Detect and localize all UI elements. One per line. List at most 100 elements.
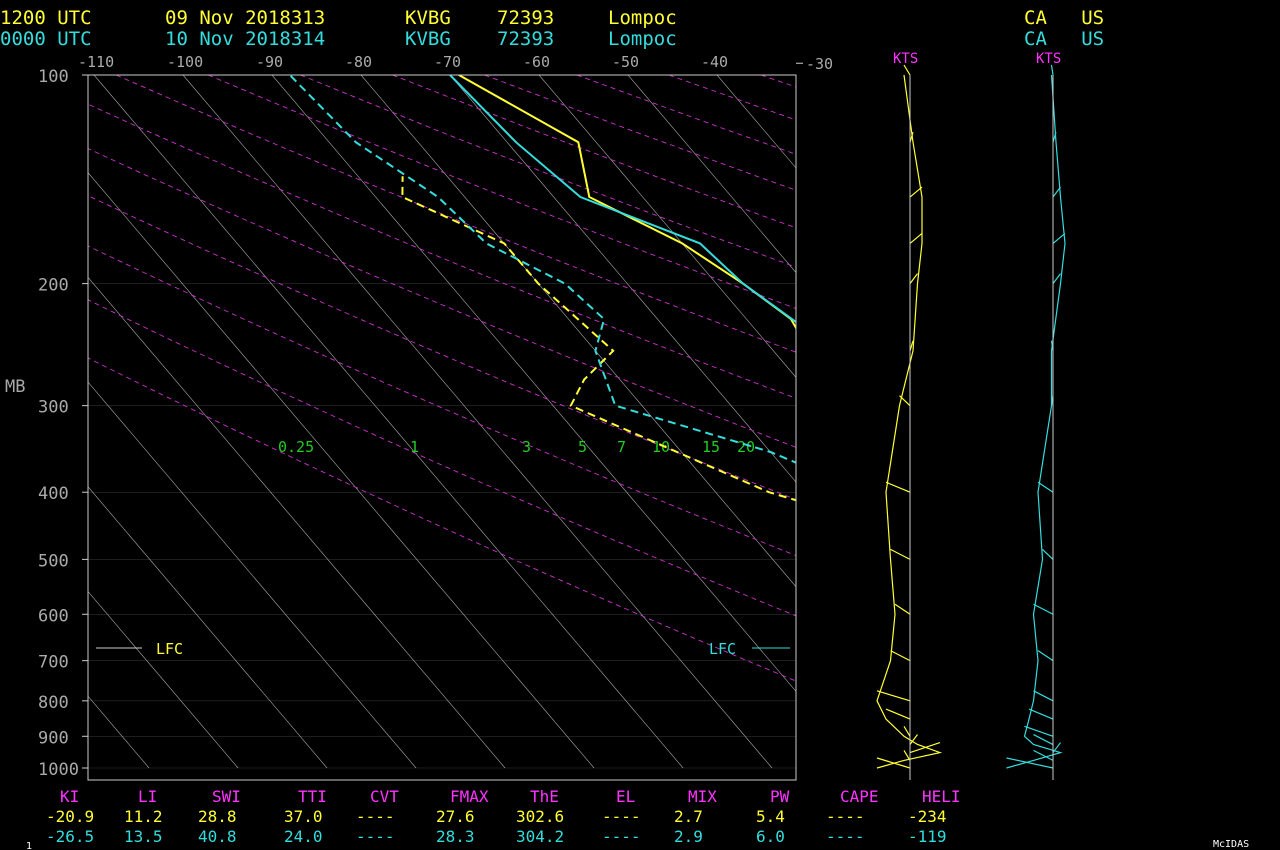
isotherm-line: [806, 75, 1280, 768]
index-header: PW: [770, 787, 790, 806]
wind-run-2-barb: [1052, 742, 1061, 753]
index-header: ThE: [530, 787, 559, 806]
mcidas-label: McIDAS: [1213, 839, 1249, 850]
wind-run-2-barb: [1033, 734, 1054, 746]
profiles: [289, 75, 796, 502]
header-date-2: 10 Nov 2018314: [165, 28, 325, 50]
pressure-tick-label: 1000: [38, 760, 79, 780]
index-value-run1: 11.2: [124, 807, 163, 826]
dry-adiabat-line: [853, 75, 1280, 768]
mixing-ratio-labels: 0.25 1 3 5 7 10 15 20: [278, 438, 755, 456]
isotherm-line: [895, 75, 1280, 768]
index-header: HELI: [922, 787, 961, 806]
isotherm-line: [88, 276, 506, 769]
wind-run-2-barb: [1033, 603, 1054, 615]
wind-run-1-barb: [903, 750, 911, 761]
index-header: CAPE: [840, 787, 879, 806]
isotherm-line: [627, 75, 796, 274]
mixing-ratio-label: 20: [737, 438, 755, 456]
index-value-run1: -234: [908, 807, 947, 826]
isotherm-grid: [88, 75, 1280, 769]
pressure-tick-label: 500: [38, 551, 69, 571]
wind-profiles: [876, 64, 1066, 769]
stability-indices: KI LI SWI TTI CVT FMAX ThE EL MIX PW CAPE HELI -20.9…: [46, 787, 961, 846]
index-value-run1: ----: [602, 807, 641, 826]
index-value-run2: 40.8: [198, 827, 237, 846]
wind-run-1-barb: [890, 650, 911, 662]
isotherm-line: [182, 75, 773, 769]
wind-run-2-barb: [1037, 481, 1054, 493]
right-temperature-axis: -30-20-10010203040: [796, 55, 833, 73]
index-value-run1: ----: [356, 807, 395, 826]
temperature-tick-label: -90: [256, 53, 283, 71]
pressure-axis: 100 200 300 400 500 600 700 800 900 1000: [38, 67, 88, 780]
pressure-tick-label: 400: [38, 484, 69, 504]
wind-run-1-barb: [909, 273, 918, 284]
wind-run-1-barb: [903, 725, 911, 737]
isotherm-line: [271, 75, 796, 692]
wind-run-1-barb: [885, 708, 911, 720]
mixing-ratio-line: [1216, 521, 1280, 768]
temperature-tick-label: -80: [345, 53, 372, 71]
wind-run-1-barb: [885, 481, 911, 493]
wind-run-1-barb: [903, 64, 911, 76]
header-time-2: 0000 UTC: [0, 28, 92, 50]
index-header: FMAX: [450, 787, 489, 806]
wind-run-2-barb: [1052, 186, 1061, 198]
dewpoint-profile-2: [289, 75, 796, 464]
isotherm-line: [360, 75, 796, 588]
index-value-run1: 5.4: [756, 807, 785, 826]
header-station-2: KVBG: [405, 28, 451, 50]
wind-run-1-barb: [876, 690, 911, 702]
temperature-tick-label: -70: [434, 53, 461, 71]
temperature-tick-label: -100: [167, 53, 203, 71]
dry-adiabat-line: [88, 299, 796, 617]
isotherm-line: [538, 75, 796, 378]
dry-adiabat-line: [88, 195, 796, 501]
header-wmo-1: 72393: [497, 7, 554, 29]
wind-run-2-barb: [1024, 725, 1054, 737]
isotherm-line: [1251, 75, 1280, 768]
isotherm-line: [88, 172, 595, 769]
wind-run-2-barb: [1033, 749, 1054, 761]
dry-adiabat-line: [484, 75, 796, 191]
wind-run-1-barb: [876, 757, 911, 769]
wind-run-1-barb: [899, 395, 911, 407]
wind-run-2-barb: [1042, 548, 1054, 560]
index-value-run2: 304.2: [516, 827, 564, 846]
dewpoint-profile-1: [401, 176, 796, 502]
mixing-ratio-label: 7: [617, 438, 626, 456]
index-value-run1: 37.0: [284, 807, 323, 826]
isotherm-line: [1073, 75, 1280, 768]
index-header: KI: [60, 787, 79, 806]
header-time-1: 1200 UTC: [0, 7, 92, 29]
isotherm-line: [88, 381, 417, 769]
wind-run-1-barb: [909, 186, 923, 198]
header-name-2: Lompoc: [608, 28, 677, 50]
isotherm-line: [716, 75, 796, 169]
mixing-ratio-line: [1090, 521, 1280, 768]
temperature-tick-label: -40: [701, 53, 728, 71]
dry-adiabats: [88, 75, 1280, 768]
temperature-profile-1: [458, 75, 796, 330]
pressure-tick-label: 200: [38, 276, 69, 296]
temperature-axis: -110 -100 -90 -80 -70 -60 -50 -40: [78, 53, 728, 71]
wind-run-2-barb: [1052, 273, 1061, 284]
mixing-ratio-lines: [1090, 521, 1280, 768]
isotherm-line: [984, 75, 1280, 768]
dry-adiabat-line: [668, 75, 796, 121]
wind-run-2-barb: [1028, 708, 1054, 720]
dry-adiabat-line: [208, 75, 796, 310]
wind-run-2-barb: [1033, 690, 1054, 702]
index-value-run2: ----: [356, 827, 395, 846]
pressure-tick-label: 900: [38, 728, 69, 748]
wind-run-1-hodo-line: [876, 74, 943, 769]
mixing-ratio-label: 10: [652, 438, 670, 456]
mixing-ratio-label: 3: [522, 438, 531, 456]
pressure-tick-label: 300: [38, 398, 69, 418]
wind-run-2-hodo-line: [1006, 74, 1066, 769]
temperature-tick-label: -50: [612, 53, 639, 71]
wind-run-2-barb: [1037, 650, 1054, 662]
index-value-run2: -26.5: [46, 827, 94, 846]
